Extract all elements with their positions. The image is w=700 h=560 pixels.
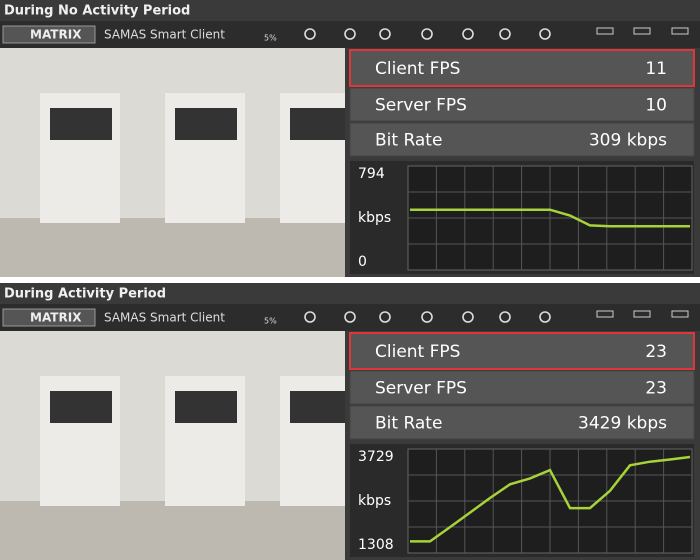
- stat-row: [349, 87, 695, 122]
- toolbar-icon[interactable]: [499, 28, 511, 40]
- stat-value: 10: [645, 96, 667, 116]
- window-button[interactable]: [671, 310, 689, 318]
- monitor: [175, 391, 237, 423]
- y-max-label: 794: [358, 166, 385, 182]
- stat-row: [349, 332, 695, 370]
- toolbar: [0, 304, 700, 331]
- video-floor: [0, 218, 345, 277]
- toolbar-icon[interactable]: [379, 311, 391, 323]
- y-unit-label: kbps: [358, 210, 391, 226]
- monitor: [50, 108, 112, 140]
- stat-value: 23: [645, 379, 667, 399]
- toolbar: [0, 21, 700, 48]
- toolbar-icon[interactable]: [421, 311, 433, 323]
- cpu: 5%: [264, 317, 277, 326]
- toolbar-icon[interactable]: [539, 28, 551, 40]
- monitor: [290, 108, 352, 140]
- title-bar: [0, 0, 700, 21]
- toolbar-icon[interactable]: [344, 28, 356, 40]
- window-button[interactable]: [596, 310, 614, 318]
- y-min-label: 1308: [358, 537, 394, 553]
- app-name: SAMAS Smart Client: [104, 28, 225, 42]
- toolbar-icon[interactable]: [379, 28, 391, 40]
- window-button[interactable]: [633, 310, 651, 318]
- monitor: [290, 391, 352, 423]
- stat-row: [349, 370, 695, 405]
- stat-value: 11: [645, 59, 667, 79]
- stat-value: 23: [645, 342, 667, 362]
- stat-value: 309 kbps: [589, 131, 667, 151]
- monitor: [50, 391, 112, 423]
- stat-value: 3429 kbps: [578, 414, 667, 434]
- app-name: SAMAS Smart Client: [104, 311, 225, 325]
- cpu: 5%: [264, 34, 277, 43]
- stat-label: Bit Rate: [375, 414, 442, 434]
- window-button[interactable]: [633, 27, 651, 35]
- stat-label: Server FPS: [375, 96, 467, 116]
- window-button[interactable]: [596, 27, 614, 35]
- stat-label: Server FPS: [375, 379, 467, 399]
- bitrate-line: [410, 455, 691, 543]
- panel: During No Activity Period MATRIX SAMAS Sma…: [0, 0, 700, 277]
- y-min-label: 0: [358, 254, 367, 270]
- panel: During Activity Period MATRIX SAMAS Smart …: [0, 283, 700, 560]
- toolbar-icon[interactable]: [344, 311, 356, 323]
- window-button[interactable]: [671, 27, 689, 35]
- y-max-label: 3729: [358, 449, 394, 465]
- stat-row: [349, 49, 695, 87]
- logo: MATRIX: [30, 28, 82, 42]
- toolbar-icon[interactable]: [304, 28, 316, 40]
- toolbar-icon[interactable]: [421, 28, 433, 40]
- logo: MATRIX: [30, 311, 82, 325]
- stat-row: [349, 405, 695, 440]
- stat-label: Client FPS: [375, 342, 460, 362]
- y-unit-label: kbps: [358, 493, 391, 509]
- video-floor: [0, 501, 345, 560]
- logo-box: [2, 308, 96, 327]
- toolbar-icon[interactable]: [462, 311, 474, 323]
- toolbar-icon[interactable]: [304, 311, 316, 323]
- stat-label: Client FPS: [375, 59, 460, 79]
- stat-label: Bit Rate: [375, 131, 442, 151]
- toolbar-icon[interactable]: [539, 311, 551, 323]
- bitrate-line: [410, 208, 690, 228]
- monitor: [175, 108, 237, 140]
- stat-row: [349, 122, 695, 157]
- panel-title: During No Activity Period: [4, 4, 190, 19]
- toolbar-icon[interactable]: [499, 311, 511, 323]
- panel-title: During Activity Period: [4, 287, 166, 302]
- toolbar-icon[interactable]: [462, 28, 474, 40]
- logo-box: [2, 25, 96, 44]
- title-bar: [0, 283, 700, 304]
